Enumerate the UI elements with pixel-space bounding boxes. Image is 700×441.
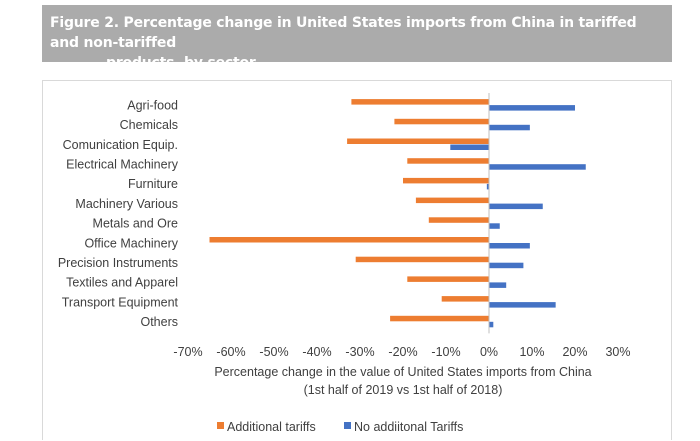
category-label-chemicals: Chemicals: [120, 118, 178, 132]
bar-no-additional-tariffs-machinery-various: [489, 203, 543, 210]
category-label-transport-equipment: Transport Equipment: [62, 295, 179, 309]
bar-no-additional-tariffs-precision-instruments: [489, 262, 524, 269]
bar-no-additional-tariffs-agri-food: [489, 105, 575, 111]
bar-no-additional-tariffs-office-machinery: [489, 243, 530, 249]
bar-additional-tariffs-furniture: [403, 177, 489, 184]
bar-additional-tariffs-precision-instruments: [355, 256, 489, 263]
bar-chart: Agri-food Chemicals Comunication Equip. Ele…: [58, 93, 631, 434]
x-tick-label: 0%: [480, 345, 498, 359]
category-label-electrical-machinery: Electrical Machinery: [66, 157, 179, 171]
bar-additional-tariffs-textiles-and-apparel: [407, 276, 489, 282]
bar-additional-tariffs-comunication-equip: [347, 138, 489, 144]
figure-title-line-2: products, by sector: [106, 55, 256, 71]
legend-swatch-additional-tariffs: [217, 422, 224, 429]
category-label-agri-food: Agri-food: [127, 98, 178, 112]
legend-swatch-no-addiitonal-tariffs: [344, 422, 351, 429]
category-label-textiles-and-apparel: Textiles and Apparel: [66, 276, 178, 290]
category-label-others: Others: [140, 315, 178, 329]
legend-label-no-addiitonal-tariffs: No addiitonal Tariffs: [354, 420, 463, 434]
bar-additional-tariffs-machinery-various: [415, 197, 489, 204]
category-labels: Agri-food Chemicals Comunication Equip. Ele…: [58, 98, 179, 329]
x-axis-label-line-2: (1st half of 2019 vs 1st half of 2018): [304, 383, 503, 397]
x-tick-label: 20%: [562, 345, 587, 359]
legend-label-additional-tariffs: Additional tariffs: [227, 420, 316, 434]
bar-additional-tariffs-office-machinery: [209, 237, 489, 243]
bar-additional-tariffs-chemicals: [394, 118, 489, 125]
bar-additional-tariffs-others: [390, 315, 489, 322]
category-label-office-machinery: Office Machinery: [84, 236, 178, 250]
bar-no-additional-tariffs-textiles-and-apparel: [489, 282, 507, 288]
x-tick-label: -10%: [431, 345, 460, 359]
legend: Additional tariffs No addiitonal Tariffs: [217, 420, 463, 434]
bar-additional-tariffs-electrical-machinery: [407, 158, 489, 164]
x-tick-label: 10%: [519, 345, 544, 359]
x-axis-label-line-1: Percentage change in the value of United…: [214, 365, 591, 379]
category-label-precision-instruments: Precision Instruments: [58, 256, 178, 270]
bar-no-additional-tariffs-furniture: [486, 183, 489, 190]
x-tick-labels: -70% -60% -50% -40% -30% -20% -10% 0% 10% 20% 30%: [173, 345, 630, 359]
category-label-metals-and-ore: Metals and Ore: [93, 217, 179, 231]
category-label-machinery-various: Machinery Various: [75, 197, 178, 211]
figure-title: Figure 2. Percentage change in United St…: [50, 13, 662, 73]
category-label-comunication-equip: Comunication Equip.: [63, 138, 178, 152]
figure-header: Figure 2. Percentage change in United St…: [42, 5, 672, 71]
figure-title-line-1: Figure 2. Percentage change in United St…: [50, 15, 637, 51]
x-tick-label: -40%: [302, 345, 331, 359]
bar-additional-tariffs-agri-food: [351, 99, 489, 105]
bar-no-additional-tariffs-transport-equipment: [489, 302, 556, 308]
bar-no-additional-tariffs-others: [489, 321, 494, 328]
x-tick-label: -60%: [216, 345, 245, 359]
x-tick-label: 30%: [605, 345, 630, 359]
x-tick-label: -50%: [259, 345, 288, 359]
chart-panel: Agri-food Chemicals Comunication Equip. Ele…: [42, 80, 672, 440]
bar-additional-tariffs-metals-and-ore: [428, 217, 489, 223]
bar-additional-tariffs-transport-equipment: [441, 296, 489, 302]
bars: [209, 99, 586, 328]
bar-no-additional-tariffs-metals-and-ore: [489, 223, 500, 229]
x-tick-label: -20%: [388, 345, 417, 359]
x-tick-label: -30%: [345, 345, 374, 359]
category-label-furniture: Furniture: [128, 177, 178, 191]
x-tick-label: -70%: [173, 345, 202, 359]
bar-no-additional-tariffs-comunication-equip: [450, 144, 489, 150]
bar-no-additional-tariffs-electrical-machinery: [489, 164, 586, 170]
bar-no-additional-tariffs-chemicals: [489, 124, 530, 131]
